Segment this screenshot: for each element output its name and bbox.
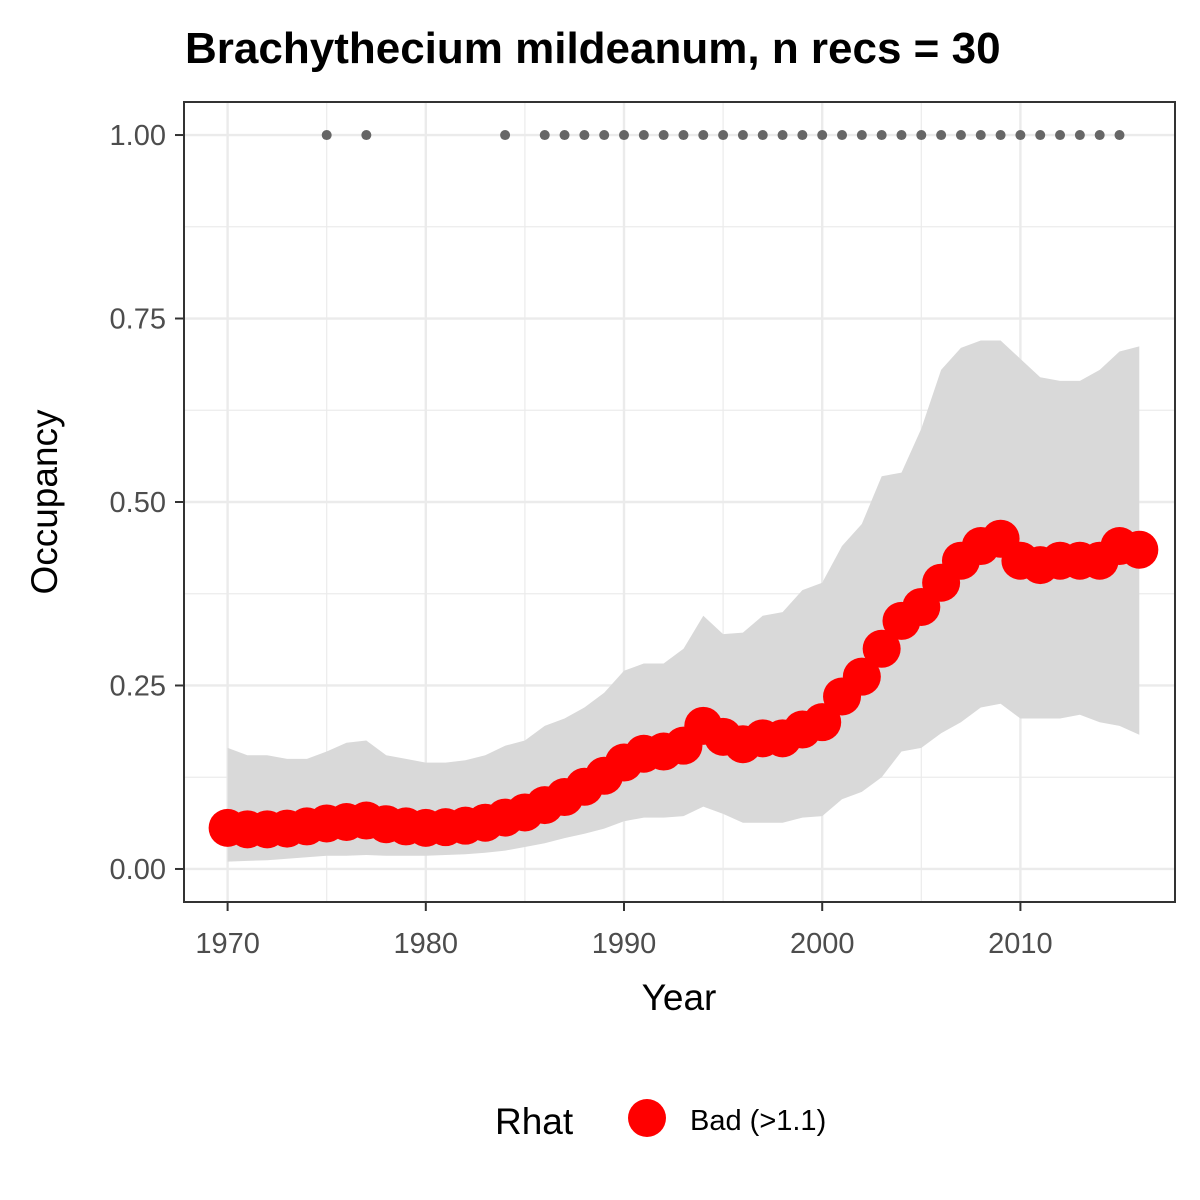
occupancy-point	[862, 629, 901, 668]
occupancy-points	[208, 519, 1159, 849]
x-tick-label: 2010	[988, 928, 1053, 960]
occupancy-point	[842, 657, 881, 696]
credible-interval	[227, 340, 1140, 862]
record-point	[837, 130, 848, 141]
record-point	[896, 130, 907, 141]
record-point	[995, 130, 1006, 141]
x-tick-label: 1990	[592, 928, 657, 960]
legend-label-bad: Bad (>1.1)	[690, 1105, 826, 1137]
credible-interval-ribbon	[227, 340, 1140, 862]
y-tick-label: 0.50	[110, 487, 166, 519]
record-point	[1074, 130, 1085, 141]
legend: Rhat Bad (>1.1)	[495, 1099, 826, 1142]
record-point	[797, 130, 808, 141]
record-point	[936, 130, 947, 141]
x-tick-label: 2000	[790, 928, 855, 960]
y-tick-label: 0.25	[110, 670, 166, 702]
record-point	[876, 130, 887, 141]
record-point	[1114, 130, 1125, 141]
record-point	[777, 130, 788, 141]
legend-key-bad	[628, 1099, 666, 1137]
record-point	[321, 130, 332, 141]
record-point	[916, 130, 927, 141]
record-point	[1094, 130, 1105, 141]
record-point	[817, 130, 828, 141]
occupancy-point	[803, 703, 842, 742]
record-point	[361, 130, 372, 141]
x-tick-label: 1980	[394, 928, 459, 960]
record-point	[1055, 130, 1066, 141]
record-point	[500, 130, 511, 141]
record-point	[678, 130, 689, 141]
record-point	[955, 130, 966, 141]
record-point	[975, 130, 986, 141]
record-point	[1035, 130, 1046, 141]
y-tick-label: 1.00	[110, 120, 166, 152]
record-point	[658, 130, 669, 141]
record-point	[737, 130, 748, 141]
record-point	[599, 130, 610, 141]
record-point	[619, 130, 630, 141]
chart-title: Brachythecium mildeanum, n recs = 30	[185, 24, 1001, 73]
record-point	[856, 130, 867, 141]
x-axis-title: Year	[642, 977, 717, 1018]
legend-title: Rhat	[495, 1101, 574, 1142]
record-point	[579, 130, 590, 141]
y-tick-label: 0.75	[110, 304, 166, 336]
record-point	[757, 130, 768, 141]
record-point	[638, 130, 649, 141]
record-point	[1015, 130, 1026, 141]
record-point	[698, 130, 709, 141]
x-axis: 1970 1980 1990 2000 2010	[195, 902, 1053, 960]
record-point	[718, 130, 729, 141]
record-point	[559, 130, 570, 141]
y-axis-title: Occupancy	[24, 409, 65, 595]
y-tick-label: 0.00	[110, 854, 166, 886]
y-axis: 0.00 0.25 0.50 0.75 1.00	[110, 120, 184, 886]
x-tick-label: 1970	[195, 928, 260, 960]
occupancy-point	[1120, 530, 1159, 569]
record-point	[539, 130, 550, 141]
record-points	[321, 130, 1125, 141]
